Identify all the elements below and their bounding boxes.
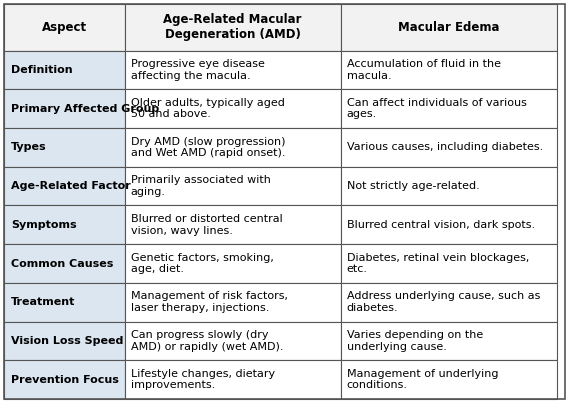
Bar (4, 51, 125, 89)
Bar (125, 360, 341, 399)
Bar (4, 244, 125, 283)
Bar (341, 244, 556, 283)
Text: Prevention Focus: Prevention Focus (11, 375, 119, 384)
Text: Management of underlying
conditions.: Management of underlying conditions. (347, 369, 498, 391)
Bar (341, 89, 556, 128)
Text: Age-Related Factor: Age-Related Factor (11, 181, 131, 191)
Text: Address underlying cause, such as
diabetes.: Address underlying cause, such as diabet… (347, 291, 540, 313)
Text: Diabetes, retinal vein blockages,
etc.: Diabetes, retinal vein blockages, etc. (347, 253, 529, 274)
Bar (341, 322, 556, 360)
Text: Blurred central vision, dark spots.: Blurred central vision, dark spots. (347, 220, 535, 230)
Bar (4, 4, 125, 51)
Bar (341, 283, 556, 322)
Bar (341, 206, 556, 244)
Text: Can affect individuals of various
ages.: Can affect individuals of various ages. (347, 98, 526, 119)
Text: Not strictly age-related.: Not strictly age-related. (347, 181, 479, 191)
Bar (4, 283, 125, 322)
Text: Primarily associated with
aging.: Primarily associated with aging. (131, 175, 270, 197)
Text: Dry AMD (slow progression)
and Wet AMD (rapid onset).: Dry AMD (slow progression) and Wet AMD (… (131, 137, 285, 158)
Bar (4, 322, 125, 360)
Text: Various causes, including diabetes.: Various causes, including diabetes. (347, 142, 543, 152)
Bar (341, 51, 556, 89)
Text: Management of risk factors,
laser therapy, injections.: Management of risk factors, laser therap… (131, 291, 287, 313)
Bar (125, 244, 341, 283)
Bar (341, 128, 556, 167)
Text: Types: Types (11, 142, 47, 152)
Text: Genetic factors, smoking,
age, diet.: Genetic factors, smoking, age, diet. (131, 253, 274, 274)
Bar (125, 322, 341, 360)
Bar (4, 128, 125, 167)
Bar (341, 167, 556, 206)
Text: Macular Edema: Macular Edema (398, 21, 500, 34)
Bar (125, 206, 341, 244)
Bar (4, 360, 125, 399)
Text: Symptoms: Symptoms (11, 220, 77, 230)
Text: Can progress slowly (dry
AMD) or rapidly (wet AMD).: Can progress slowly (dry AMD) or rapidly… (131, 330, 283, 352)
Text: Blurred or distorted central
vision, wavy lines.: Blurred or distorted central vision, wav… (131, 214, 282, 236)
Bar (4, 206, 125, 244)
Bar (125, 283, 341, 322)
Text: Older adults, typically aged
50 and above.: Older adults, typically aged 50 and abov… (131, 98, 284, 119)
Bar (125, 4, 341, 51)
Bar (125, 167, 341, 206)
Bar (125, 128, 341, 167)
Text: Definition: Definition (11, 65, 73, 75)
Bar (125, 89, 341, 128)
Bar (125, 51, 341, 89)
Bar (341, 4, 556, 51)
Text: Primary Affected Group: Primary Affected Group (11, 104, 159, 114)
Text: Age-Related Macular
Degeneration (AMD): Age-Related Macular Degeneration (AMD) (163, 13, 302, 41)
Text: Varies depending on the
underlying cause.: Varies depending on the underlying cause… (347, 330, 483, 352)
Text: Common Causes: Common Causes (11, 258, 113, 268)
Bar (4, 167, 125, 206)
Text: Progressive eye disease
affecting the macula.: Progressive eye disease affecting the ma… (131, 59, 265, 81)
Text: Aspect: Aspect (42, 21, 87, 34)
Text: Lifestyle changes, dietary
improvements.: Lifestyle changes, dietary improvements. (131, 369, 275, 391)
Text: Treatment: Treatment (11, 297, 75, 307)
Bar (4, 89, 125, 128)
Text: Accumulation of fluid in the
macula.: Accumulation of fluid in the macula. (347, 59, 501, 81)
Text: Vision Loss Speed: Vision Loss Speed (11, 336, 123, 346)
Bar (341, 360, 556, 399)
